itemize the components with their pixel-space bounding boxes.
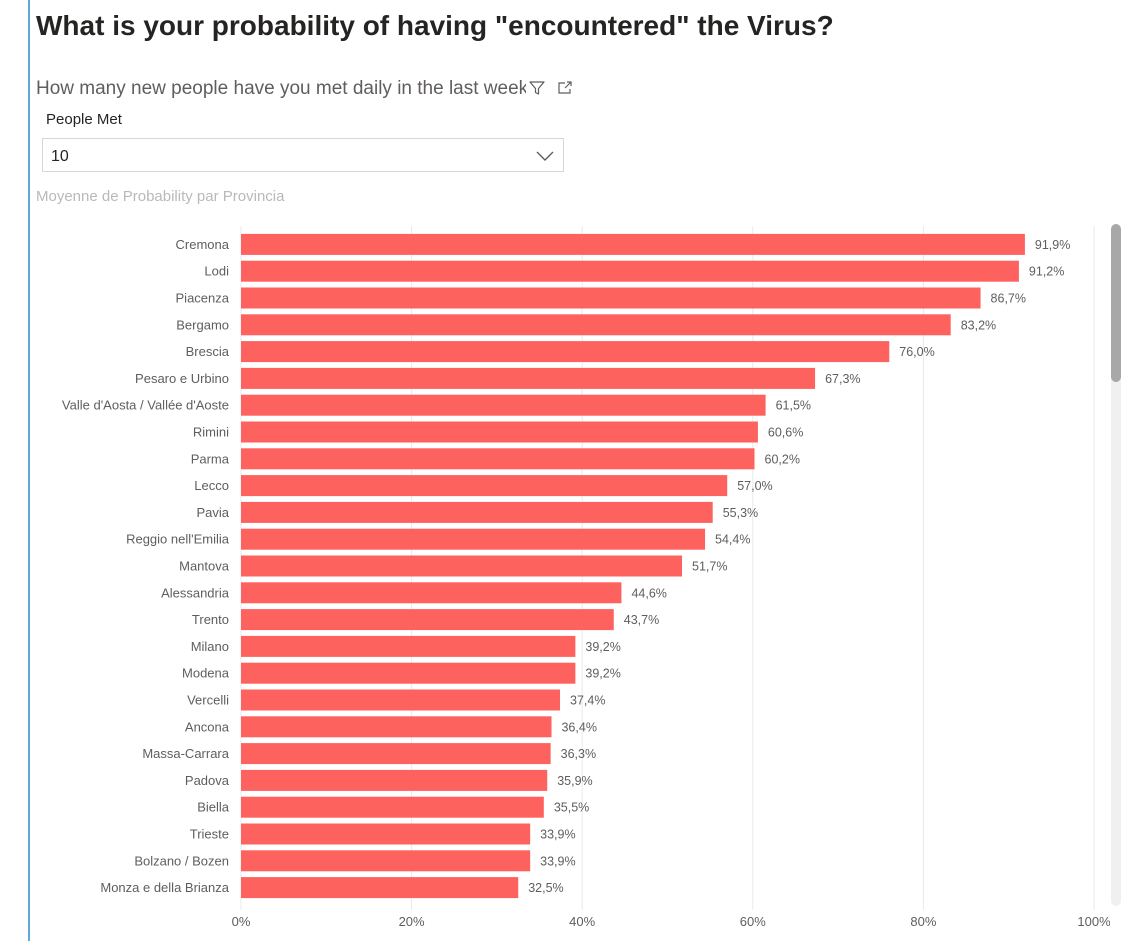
category-label: Milano xyxy=(191,639,229,654)
data-label: 33,9% xyxy=(540,854,575,868)
focus-mode-icon[interactable] xyxy=(556,79,574,102)
data-label: 43,7% xyxy=(624,613,659,627)
bar xyxy=(241,341,890,363)
bar xyxy=(241,260,1019,282)
data-label: 36,3% xyxy=(561,747,596,761)
bar xyxy=(241,877,519,899)
bar xyxy=(241,421,758,443)
bar xyxy=(241,796,544,818)
category-label: Pavia xyxy=(196,505,229,520)
data-label: 33,9% xyxy=(540,828,575,842)
bar xyxy=(241,394,766,416)
bar xyxy=(241,501,713,523)
bar xyxy=(241,582,622,604)
category-label: Parma xyxy=(191,451,230,466)
data-label: 61,5% xyxy=(776,399,811,413)
slicer-header: How many new people have you met daily i… xyxy=(36,76,596,102)
category-label: Vercelli xyxy=(187,693,229,708)
category-label: Biella xyxy=(197,800,230,815)
bar xyxy=(241,850,531,872)
chart-scrollbar[interactable] xyxy=(1111,224,1121,906)
scrollbar-thumb[interactable] xyxy=(1111,224,1121,382)
data-label: 51,7% xyxy=(692,560,727,574)
category-label: Bergamo xyxy=(176,317,229,332)
data-label: 37,4% xyxy=(570,694,605,708)
data-label: 35,9% xyxy=(557,774,592,788)
data-label: 54,4% xyxy=(715,533,750,547)
data-label: 44,6% xyxy=(631,586,666,600)
x-tick-label: 100% xyxy=(1077,914,1110,929)
bar xyxy=(241,555,683,577)
x-tick-label: 20% xyxy=(399,914,425,929)
data-label: 57,0% xyxy=(737,479,772,493)
bar xyxy=(241,528,706,550)
bar xyxy=(241,367,816,389)
bar xyxy=(241,635,576,657)
bar-chart: 0% 20% 40% 60% 80% 100% Cremona 91,9% Lodi 91,2% P… xyxy=(62,226,1110,929)
data-label: 32,5% xyxy=(528,881,563,895)
data-label: 67,3% xyxy=(825,372,860,386)
page-title: What is your probability of having "enco… xyxy=(36,10,834,41)
chevron-down-icon[interactable] xyxy=(535,149,555,168)
category-label: Padova xyxy=(185,773,230,788)
bar xyxy=(241,287,981,309)
category-label: Alessandria xyxy=(161,585,230,600)
data-label: 86,7% xyxy=(991,292,1026,306)
slicer-field-label: People Met xyxy=(46,111,122,128)
bar xyxy=(241,662,576,684)
data-label: 35,5% xyxy=(554,801,589,815)
data-label: 55,3% xyxy=(723,506,758,520)
category-label: Piacenza xyxy=(176,291,230,306)
category-label: Cremona xyxy=(176,237,230,252)
x-tick-label: 0% xyxy=(232,914,251,929)
x-tick-label: 80% xyxy=(910,914,936,929)
data-label: 60,2% xyxy=(765,452,800,466)
bar xyxy=(241,233,1025,255)
category-label: Brescia xyxy=(186,344,230,359)
category-label: Bolzano / Bozen xyxy=(134,853,229,868)
dropdown-selected-value: 10 xyxy=(51,148,69,165)
bar xyxy=(241,716,552,738)
data-label: 39,2% xyxy=(585,640,620,654)
data-label: 91,9% xyxy=(1035,238,1070,252)
bar xyxy=(241,769,548,791)
category-label: Massa-Carrara xyxy=(142,746,229,761)
category-label: Modena xyxy=(182,666,230,681)
bar xyxy=(241,609,614,631)
category-label: Rimini xyxy=(193,425,229,440)
category-label: Monza e della Brianza xyxy=(100,880,229,895)
data-label: 91,2% xyxy=(1029,265,1064,279)
data-label: 60,6% xyxy=(768,426,803,440)
slicer-question: How many new people have you met daily i… xyxy=(36,78,526,99)
bar xyxy=(241,448,755,470)
bar xyxy=(241,314,951,336)
x-tick-label: 60% xyxy=(740,914,766,929)
category-label: Trento xyxy=(192,612,229,627)
category-label: Ancona xyxy=(185,719,230,734)
data-label: 83,2% xyxy=(961,318,996,332)
data-label: 76,0% xyxy=(899,345,934,359)
bar xyxy=(241,823,531,845)
category-label: Lodi xyxy=(204,264,229,279)
category-label: Pesaro e Urbino xyxy=(135,371,229,386)
bar xyxy=(241,689,561,711)
category-label: Lecco xyxy=(194,478,229,493)
category-label: Mantova xyxy=(179,559,230,574)
category-label: Reggio nell'Emilia xyxy=(126,532,230,547)
people-met-dropdown[interactable]: 10 xyxy=(42,138,564,172)
filter-icon[interactable] xyxy=(528,79,546,102)
category-label: Trieste xyxy=(190,827,229,842)
bar xyxy=(241,743,551,765)
bar xyxy=(241,475,728,497)
page-left-border xyxy=(28,0,30,941)
data-label: 36,4% xyxy=(561,720,596,734)
chart-title: Moyenne de Probability par Provincia xyxy=(36,188,285,205)
category-label: Valle d'Aosta / Vallée d'Aoste xyxy=(62,398,229,413)
data-label: 39,2% xyxy=(585,667,620,681)
x-tick-label: 40% xyxy=(569,914,595,929)
